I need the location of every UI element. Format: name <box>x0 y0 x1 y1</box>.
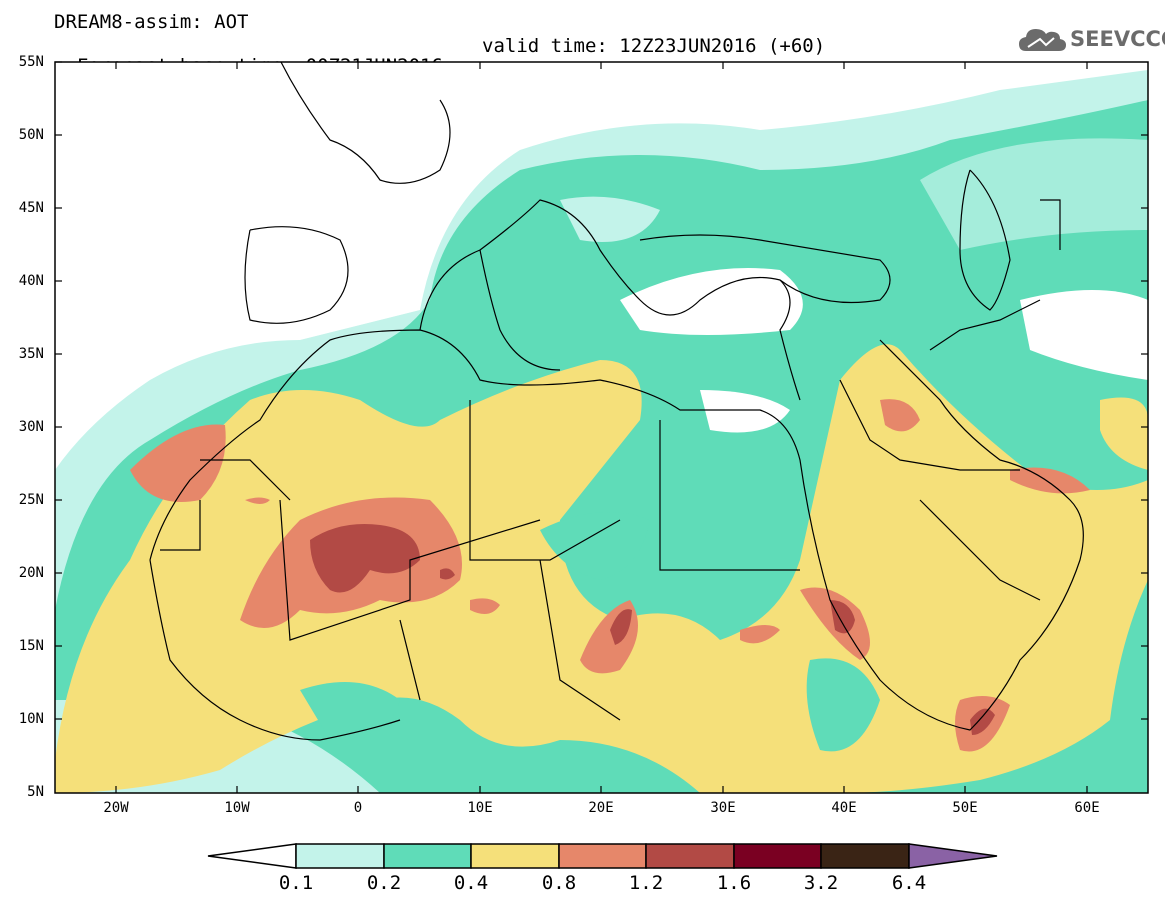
lon-label: 40E <box>831 800 857 816</box>
lon-label: 60E <box>1074 800 1100 816</box>
colorbar-label: 1.2 <box>628 872 664 894</box>
lon-label: 10W <box>224 800 250 816</box>
lat-label: 20N <box>18 565 44 581</box>
lat-label: 10N <box>18 711 44 727</box>
lat-label: 25N <box>18 492 44 508</box>
axis-ticks <box>55 61 1148 793</box>
lat-label: 40N <box>18 273 44 289</box>
lat-label: 5N <box>27 784 44 800</box>
lat-label: 45N <box>18 200 44 216</box>
colorbar-label: 3.2 <box>803 872 839 894</box>
colorbar-label: 0.1 <box>278 872 314 894</box>
colorbar-label: 6.4 <box>891 872 927 894</box>
colorbar-label: 0.2 <box>366 872 402 894</box>
lon-label: 20E <box>588 800 614 816</box>
cloud-icon <box>1019 29 1066 51</box>
valid-time: valid time: 12Z23JUN2016 (+60) <box>482 35 826 57</box>
chart-title: DREAM8-assim: AOT <box>54 11 249 33</box>
colorbar-label: 0.8 <box>541 872 577 894</box>
lat-label: 15N <box>18 638 44 654</box>
lon-label: 20W <box>103 800 129 816</box>
lon-label: 10E <box>467 800 493 816</box>
lon-label: 30E <box>710 800 736 816</box>
lon-label: 0 <box>353 800 363 816</box>
coastlines <box>149 62 1084 741</box>
colorbar-label: 0.4 <box>453 872 489 894</box>
lat-label: 30N <box>18 419 44 435</box>
colorbar-label: 1.6 <box>716 872 752 894</box>
seevccc-logo: SEEVCCC <box>1018 25 1165 55</box>
lon-label: 50E <box>952 800 978 816</box>
lat-label: 50N <box>18 127 44 143</box>
logo-text: SEEVCCC <box>1070 27 1165 51</box>
lat-label: 55N <box>18 54 44 70</box>
lat-label: 35N <box>18 346 44 362</box>
aot-fields <box>55 62 1148 793</box>
